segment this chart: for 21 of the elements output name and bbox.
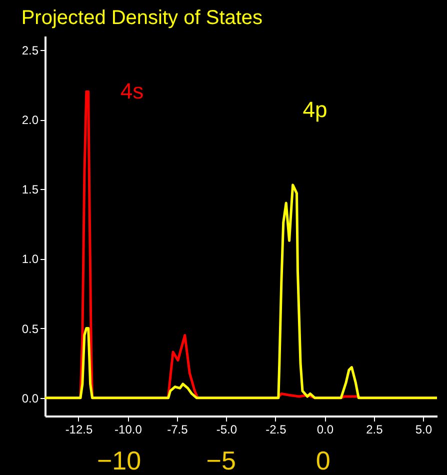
x-tick-label: -10.0 <box>114 422 142 436</box>
x-tick-label: 0.0 <box>316 422 334 436</box>
x2-tick-label: −10 <box>96 446 142 475</box>
y-tick-label: 2.0 <box>22 113 39 128</box>
x2-tick-label: 0 <box>316 446 330 475</box>
x-tick-label: -2.5 <box>266 422 287 436</box>
chart-title: Projected Density of States <box>21 7 263 29</box>
y-tick-label: 2.5 <box>22 43 39 58</box>
line-series <box>45 184 437 400</box>
x-tick-label: -7.5 <box>167 422 188 436</box>
text: 4p <box>302 96 328 122</box>
x2-tick-label: −5 <box>206 446 236 475</box>
x-tick-label: 5.0 <box>415 422 432 436</box>
y-tick-label: 1.0 <box>22 252 39 266</box>
y-tick-label: 1.5 <box>22 182 39 197</box>
x-tick-label: -12.5 <box>65 422 93 436</box>
y-tick-label: 0.5 <box>22 322 39 336</box>
series-label: 4s <box>120 78 144 104</box>
x-tick-label: 2.5 <box>366 422 384 436</box>
x-tick-label: -5.0 <box>216 422 238 436</box>
y-tick-label: 0.0 <box>22 391 39 406</box>
